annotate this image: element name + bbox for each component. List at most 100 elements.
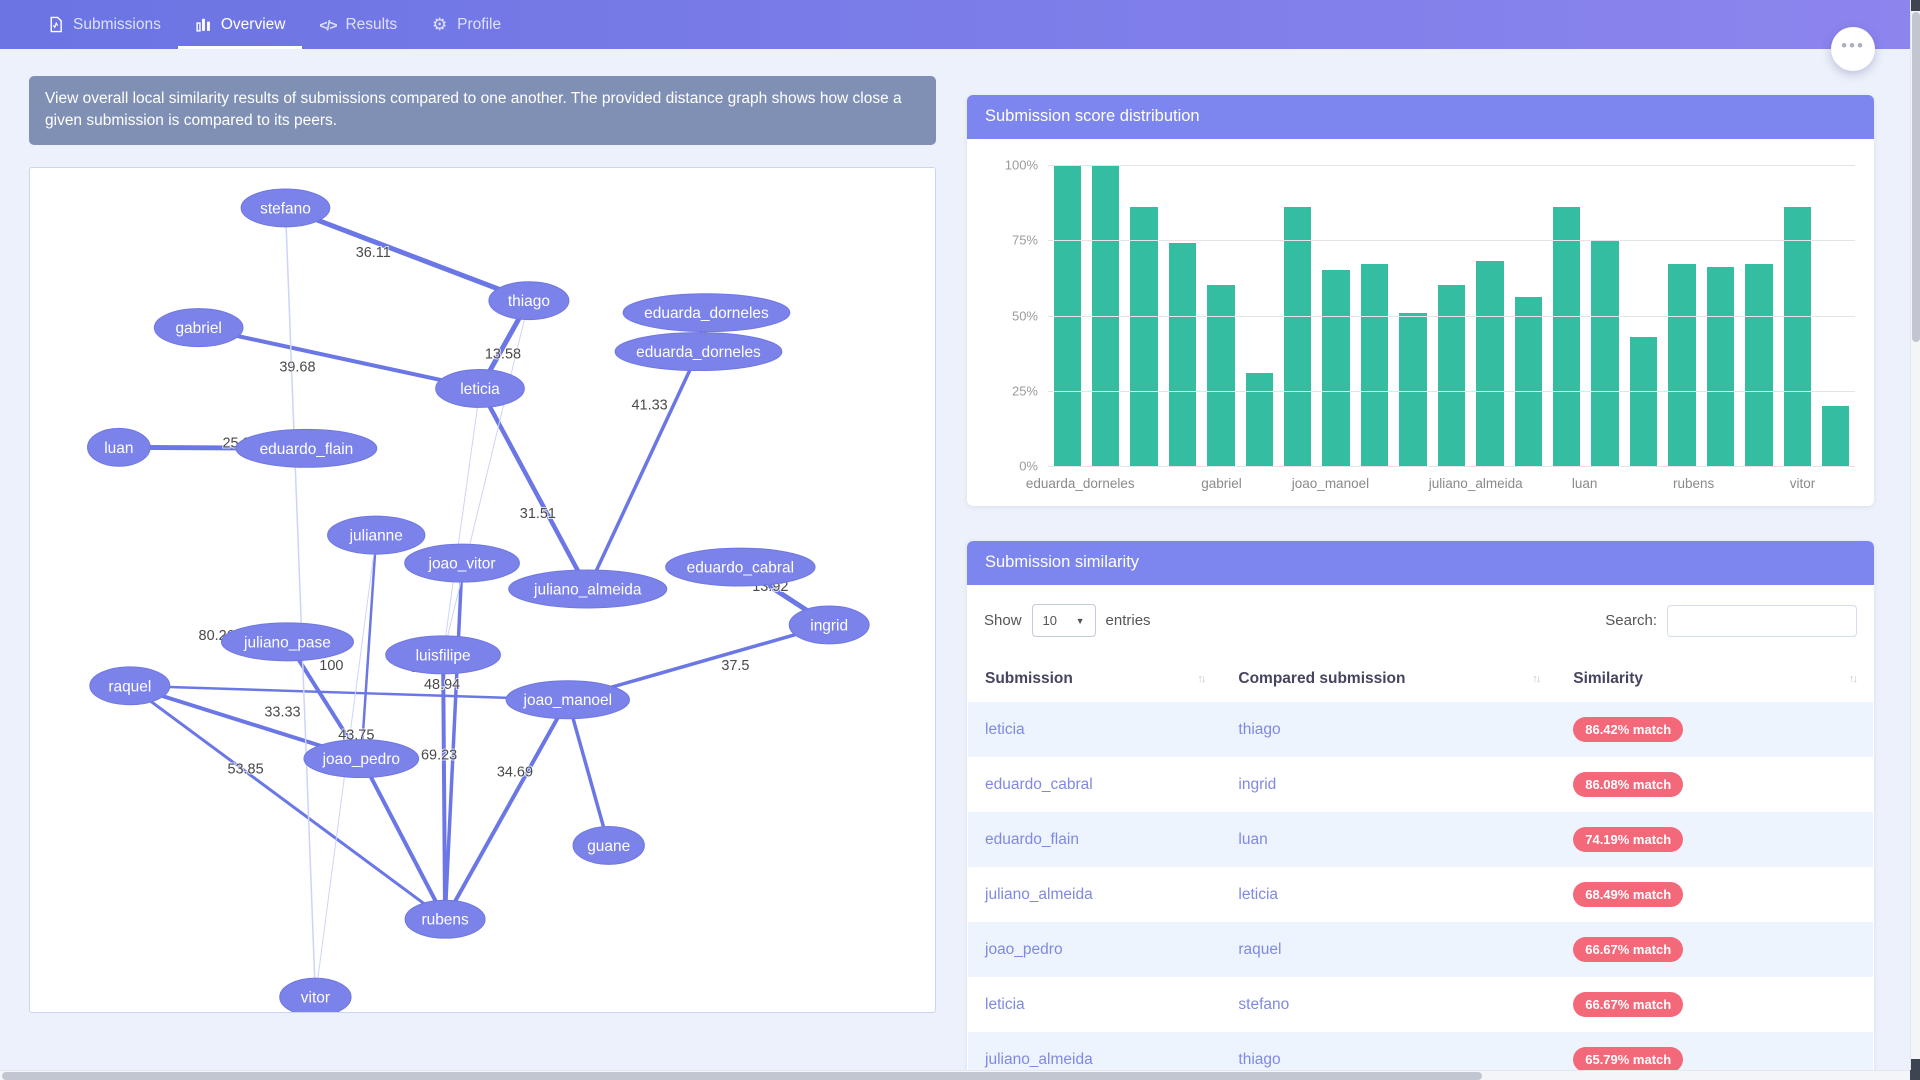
tab-overview[interactable]: Overview bbox=[177, 0, 303, 49]
graph-node-gabriel[interactable]: gabriel bbox=[153, 308, 244, 348]
vertical-scrollbar[interactable] bbox=[1910, 0, 1920, 1070]
graph-node-joao_vitor[interactable]: joao_vitor bbox=[404, 543, 520, 583]
chart-gridline: 75% bbox=[1012, 233, 1855, 248]
score-bar-vitor bbox=[1821, 405, 1850, 466]
similarity-table: Submission ↑↓ Compared submission ↑↓ Sim… bbox=[968, 656, 1873, 1080]
graph-edge bbox=[284, 207, 317, 998]
graph-node-stefano[interactable]: stefano bbox=[240, 188, 331, 228]
graph-node-leticia[interactable]: leticia bbox=[435, 369, 525, 408]
tab-submissions[interactable]: Submissions bbox=[30, 0, 178, 49]
page-size-select[interactable]: 10 ▼ bbox=[1031, 604, 1096, 637]
search-label: Search: bbox=[1605, 612, 1657, 629]
compared-submission-link[interactable]: stefano bbox=[1238, 995, 1290, 1013]
graph-node-vitor[interactable]: vitor bbox=[279, 977, 352, 1017]
scroll-down-arrow[interactable] bbox=[1911, 1059, 1920, 1070]
graph-node-ingrid[interactable]: ingrid bbox=[788, 605, 870, 645]
graph-node-eduarda_dorneles_1[interactable]: eduarda_dorneles bbox=[622, 293, 791, 333]
tab-label: Overview bbox=[220, 15, 286, 33]
y-axis-tick: 75% bbox=[1011, 232, 1038, 248]
x-axis-tick: luan bbox=[1571, 476, 1598, 491]
graph-node-guane[interactable]: guane bbox=[572, 825, 645, 865]
tab-profile[interactable]: ⚙ Profile bbox=[414, 0, 518, 49]
graph-edge-label: 39.68 bbox=[279, 360, 315, 376]
search-control: Search: bbox=[1605, 604, 1857, 637]
page-size-value: 10 bbox=[1042, 613, 1057, 628]
score-bar-luan bbox=[1591, 240, 1619, 466]
table-row: leticia thiago 86.42% match bbox=[968, 702, 1873, 757]
graph-node-raquel[interactable]: raquel bbox=[89, 666, 171, 706]
graph-node-eduarda_dorneles_2[interactable]: eduarda_dorneles bbox=[614, 332, 783, 372]
ellipsis-icon: ••• bbox=[1841, 36, 1865, 55]
score-chart: 100% 75% 50% 25% 0% eduarda_dorneles gabriel j… bbox=[967, 139, 1874, 506]
graph-node-juliano_pase[interactable]: juliano_pase bbox=[220, 622, 355, 662]
chart-gridline: 25% bbox=[1012, 383, 1855, 398]
table-row: leticia stefano 66.67% match bbox=[968, 977, 1873, 1032]
column-header-submission[interactable]: Submission ↑↓ bbox=[985, 670, 1206, 687]
tab-label: Submissions bbox=[73, 15, 161, 33]
graph-edge bbox=[359, 756, 448, 922]
table-controls: Show 10 ▼ entries Search: bbox=[967, 585, 1874, 650]
score-bar-juliano_pase bbox=[1476, 261, 1504, 466]
submission-link[interactable]: eduardo_flain bbox=[985, 830, 1079, 848]
graph-node-joao_pedro[interactable]: joao_pedro bbox=[303, 739, 420, 779]
graph-node-julianne[interactable]: julianne bbox=[327, 515, 426, 555]
submission-link[interactable]: joao_pedro bbox=[985, 940, 1063, 958]
graph-edge bbox=[442, 387, 481, 656]
table-row: eduardo_cabral ingrid 86.08% match bbox=[968, 757, 1873, 812]
x-axis-tick: vitor bbox=[1789, 476, 1816, 491]
y-axis-tick: 0% bbox=[1019, 458, 1038, 474]
graph-edge bbox=[586, 349, 701, 591]
distance-graph-panel: 36.1139.6813.58841.3325.831.5113.9210037… bbox=[29, 167, 936, 1017]
submission-link[interactable]: leticia bbox=[985, 720, 1025, 738]
graph-node-luan[interactable]: luan bbox=[87, 427, 151, 467]
horizontal-scrollbar[interactable] bbox=[0, 1070, 1910, 1080]
submission-link[interactable]: juliano_almeida bbox=[985, 885, 1093, 903]
compared-submission-link[interactable]: leticia bbox=[1238, 885, 1279, 903]
graph-node-joao_manoel[interactable]: joao_manoel bbox=[505, 680, 631, 720]
column-header-similarity[interactable]: Similarity ↑↓ bbox=[1573, 670, 1858, 687]
more-options-button[interactable]: ••• bbox=[1831, 27, 1875, 71]
compared-submission-link[interactable]: thiago bbox=[1238, 1050, 1281, 1068]
chevron-down-icon: ▼ bbox=[1075, 615, 1085, 626]
graph-edge bbox=[477, 386, 590, 592]
submission-link[interactable]: eduardo_cabral bbox=[985, 775, 1093, 793]
search-input[interactable] bbox=[1667, 604, 1857, 637]
graph-edge bbox=[128, 684, 570, 701]
code-icon: </> bbox=[319, 16, 337, 33]
compared-submission-link[interactable]: luan bbox=[1238, 830, 1268, 848]
compared-submission-link[interactable]: thiago bbox=[1238, 720, 1281, 738]
tab-results[interactable]: </> Results bbox=[302, 0, 414, 49]
sort-icon: ↑↓ bbox=[1532, 673, 1541, 685]
tab-label: Profile bbox=[457, 15, 502, 33]
x-axis-tick: rubens bbox=[1672, 476, 1715, 491]
submission-link[interactable]: leticia bbox=[985, 995, 1025, 1013]
score-bar-rubens bbox=[1706, 267, 1735, 466]
graph-node-thiago[interactable]: thiago bbox=[488, 281, 570, 321]
graph-edge bbox=[282, 205, 532, 304]
graph-edge bbox=[566, 697, 611, 848]
navbar: Submissions Overview </> Results ⚙ Profi… bbox=[0, 0, 1920, 49]
scroll-up-arrow[interactable] bbox=[1911, 0, 1920, 11]
score-bar-joao_manoel bbox=[1322, 270, 1350, 466]
compared-submission-link[interactable]: ingrid bbox=[1238, 775, 1277, 793]
graph-node-eduardo_flain[interactable]: eduardo_flain bbox=[235, 428, 378, 468]
similarity-table-card: Submission similarity Show 10 ▼ entries … bbox=[967, 541, 1874, 1080]
column-header-compared[interactable]: Compared submission ↑↓ bbox=[1238, 670, 1541, 687]
graph-edge-label: 69.23 bbox=[421, 748, 457, 764]
distance-graph[interactable]: 36.1139.6813.58841.3325.831.5113.9210037… bbox=[30, 168, 935, 1017]
similarity-badge: 68.49% match bbox=[1573, 882, 1684, 907]
similarity-badge: 86.08% match bbox=[1573, 772, 1684, 797]
graph-node-rubens[interactable]: rubens bbox=[404, 899, 486, 939]
submission-link[interactable]: juliano_almeida bbox=[985, 1050, 1093, 1068]
graph-node-eduardo_cabral[interactable]: eduardo_cabral bbox=[665, 547, 816, 587]
graph-node-luisfilipe[interactable]: luisfilipe bbox=[385, 635, 501, 675]
vertical-scrollbar-thumb[interactable] bbox=[1912, 12, 1920, 342]
compared-submission-link[interactable]: raquel bbox=[1238, 940, 1282, 958]
horizontal-scrollbar-thumb[interactable] bbox=[2, 1072, 1482, 1080]
graph-edge-label: 41.33 bbox=[632, 397, 668, 413]
score-bar-gabriel bbox=[1207, 285, 1235, 466]
graph-edge-label: 34.69 bbox=[497, 765, 533, 781]
graph-node-juliano_almeida[interactable]: juliano_almeida bbox=[508, 569, 668, 609]
scrollbar-corner bbox=[1910, 1070, 1920, 1080]
sort-icon: ↑↓ bbox=[1849, 673, 1858, 685]
